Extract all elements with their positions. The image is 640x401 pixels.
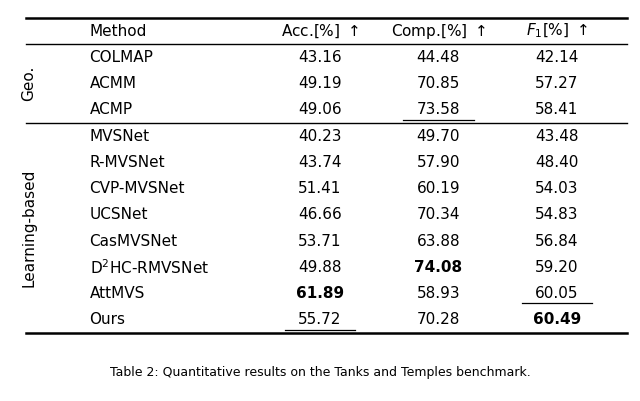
Text: $F_1$[%] $\uparrow$: $F_1$[%] $\uparrow$ [526,22,588,41]
Text: UCSNet: UCSNet [90,207,148,222]
Text: 49.06: 49.06 [298,102,342,117]
Text: 49.19: 49.19 [298,76,342,91]
Text: R-MVSNet: R-MVSNet [90,155,165,170]
Text: 49.88: 49.88 [298,260,342,275]
Text: CVP-MVSNet: CVP-MVSNet [90,181,185,196]
Text: 60.05: 60.05 [535,286,579,301]
Text: 70.85: 70.85 [417,76,460,91]
Text: 73.58: 73.58 [417,102,460,117]
Text: 63.88: 63.88 [417,233,460,249]
Text: 43.16: 43.16 [298,50,342,65]
Text: 46.66: 46.66 [298,207,342,222]
Text: ACMP: ACMP [90,102,132,117]
Text: Ours: Ours [90,312,125,327]
Text: 60.49: 60.49 [532,312,581,327]
Text: 54.83: 54.83 [535,207,579,222]
Text: 74.08: 74.08 [414,260,463,275]
Text: 70.34: 70.34 [417,207,460,222]
Text: 58.93: 58.93 [417,286,460,301]
Text: 57.27: 57.27 [535,76,579,91]
Text: Table 2: Quantitative results on the Tanks and Temples benchmark.: Table 2: Quantitative results on the Tan… [109,367,531,379]
Text: 44.48: 44.48 [417,50,460,65]
Text: MVSNet: MVSNet [90,129,150,144]
Text: 57.90: 57.90 [417,155,460,170]
Text: 61.89: 61.89 [296,286,344,301]
Text: Comp.[%] $\uparrow$: Comp.[%] $\uparrow$ [391,22,486,41]
Text: 40.23: 40.23 [298,129,342,144]
Text: Geo.: Geo. [21,66,36,101]
Text: AttMVS: AttMVS [90,286,145,301]
Text: 49.70: 49.70 [417,129,460,144]
Text: D$^2$HC-RMVSNet: D$^2$HC-RMVSNet [90,258,209,277]
Text: 43.74: 43.74 [298,155,342,170]
Text: COLMAP: COLMAP [90,50,154,65]
Text: ACMM: ACMM [90,76,136,91]
Text: 70.28: 70.28 [417,312,460,327]
Text: 54.03: 54.03 [535,181,579,196]
Text: 42.14: 42.14 [535,50,579,65]
Text: 60.19: 60.19 [417,181,460,196]
Text: 51.41: 51.41 [298,181,342,196]
Text: 59.20: 59.20 [535,260,579,275]
Text: 55.72: 55.72 [298,312,342,327]
Text: 58.41: 58.41 [535,102,579,117]
Text: Learning-based: Learning-based [21,169,36,287]
Text: CasMVSNet: CasMVSNet [90,233,178,249]
Text: 48.40: 48.40 [535,155,579,170]
Text: Method: Method [90,24,147,38]
Text: 56.84: 56.84 [535,233,579,249]
Text: 43.48: 43.48 [535,129,579,144]
Text: Acc.[%] $\uparrow$: Acc.[%] $\uparrow$ [281,22,359,40]
Text: 53.71: 53.71 [298,233,342,249]
